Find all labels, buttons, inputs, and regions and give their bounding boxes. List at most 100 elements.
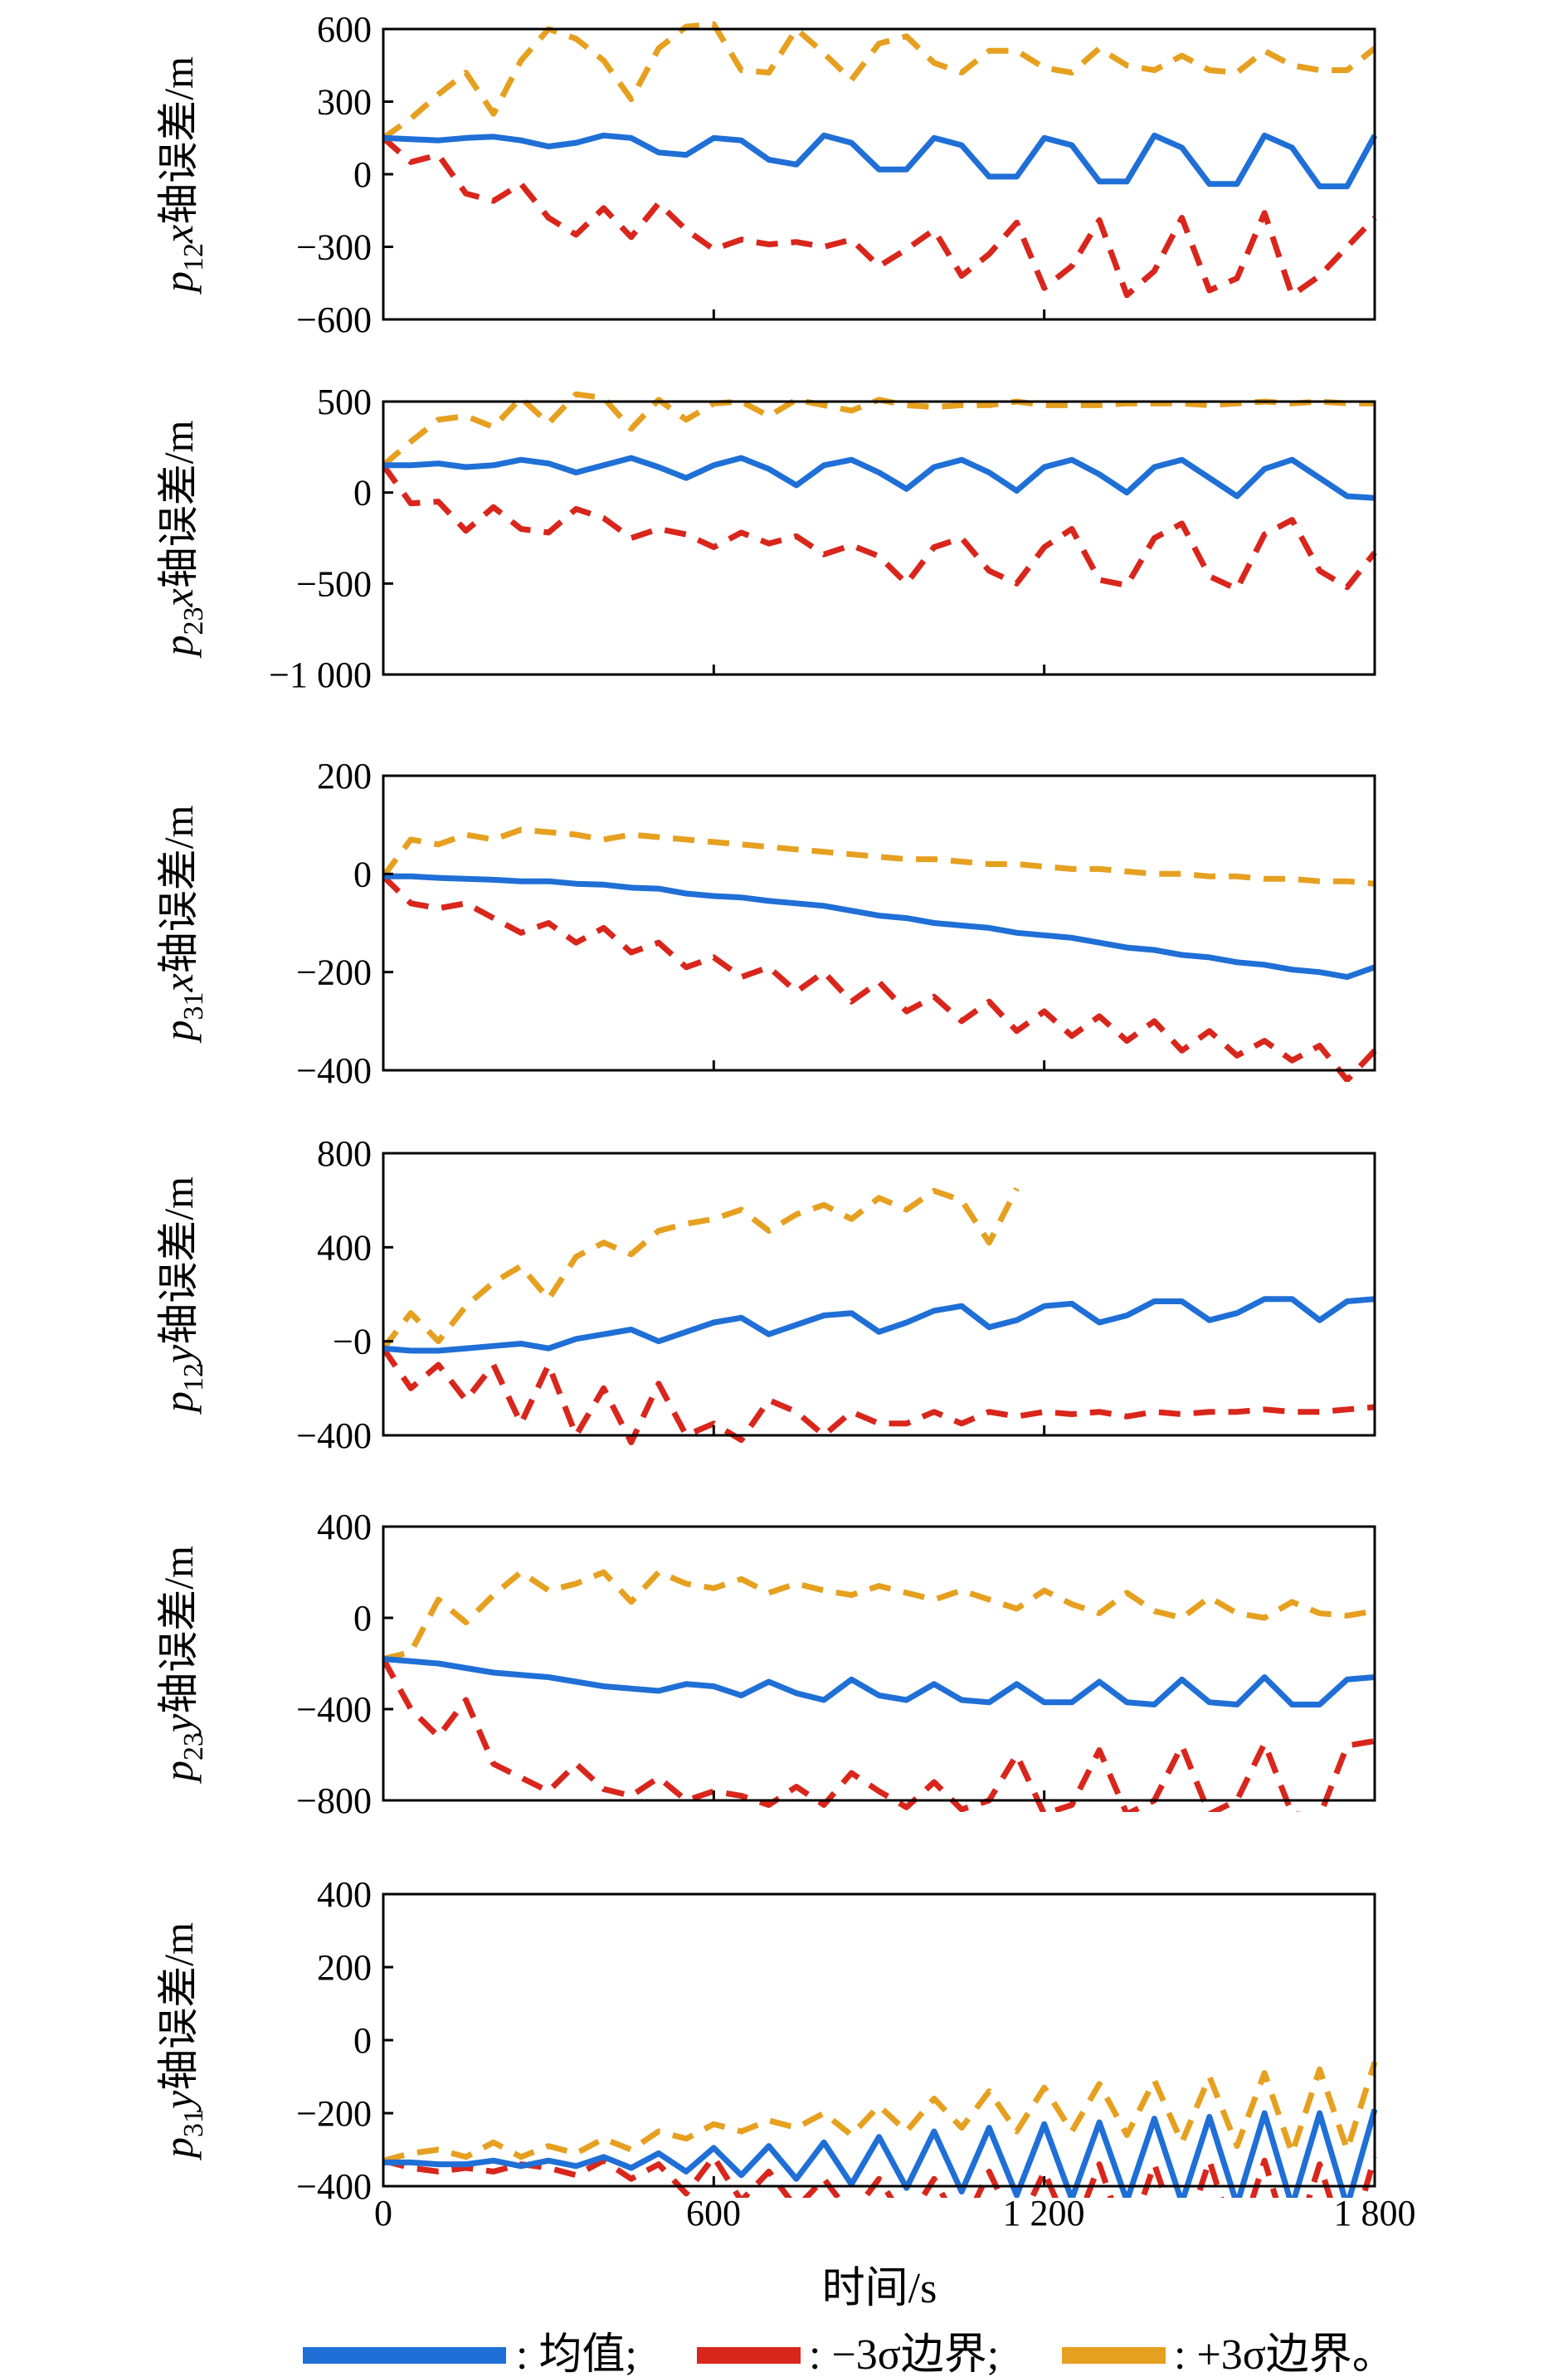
y-tick-label: −400 <box>296 1689 372 1730</box>
series-line-lower-3sigma <box>383 135 1377 299</box>
y-label-axis: x <box>155 973 202 992</box>
y-label-axis: y <box>155 1344 202 1367</box>
y-tick-label: −1 000 <box>269 655 372 695</box>
series-group <box>383 826 1377 1082</box>
y-tick-label: 0 <box>353 1598 372 1639</box>
y-tick-label: −0 <box>333 1322 372 1362</box>
y-label-subscript: 23 <box>178 1732 209 1761</box>
legend-label-mean: : 均值; <box>516 2331 637 2377</box>
plot-frame <box>382 1525 1376 1802</box>
series-line-upper-3sigma <box>383 1569 1376 1662</box>
x-tick-label: 1 200 <box>1003 2193 1085 2233</box>
y-label-tail: 轴误差/m <box>155 1922 202 2091</box>
series-line-lower-3sigma <box>383 874 1377 1082</box>
y-tick-label: 400 <box>317 1874 372 1915</box>
series-line-upper-3sigma <box>383 21 1377 141</box>
series-line-lower-3sigma <box>383 463 1377 592</box>
x-tick-labels: 0 600 1 200 1 800 <box>374 2193 1416 2233</box>
chart-panel-2: 500 0 −500 −1 000 p23x轴误差/m <box>155 382 1377 695</box>
y-label-subscript: 31 <box>178 992 209 1020</box>
y-tick-label: 0 <box>353 854 372 894</box>
plot-frame <box>382 774 1376 1072</box>
plot-frame <box>382 1152 1376 1437</box>
legend-swatch-lower <box>697 2347 801 2364</box>
y-tick-label: 600 <box>317 9 372 50</box>
y-tick-label: −400 <box>296 1050 372 1091</box>
y-tick-label: −200 <box>296 2093 372 2134</box>
y-tick-label: 0 <box>353 2020 372 2061</box>
series-group <box>383 1569 1376 1812</box>
y-tick-label: −800 <box>296 1780 372 1821</box>
series-line-mean <box>383 1296 1376 1354</box>
y-label-subscript: 31 <box>178 2109 209 2137</box>
series-line-mean <box>383 2108 1378 2198</box>
series-line-lower-3sigma <box>383 1657 1376 1812</box>
chart-panel-6: 400 200 0 −200 −400 p31y轴误差/m <box>155 1874 1378 2207</box>
legend-label-lower: : −3σ边界; <box>809 2331 999 2377</box>
y-label-tail: 轴误差/m <box>155 805 202 973</box>
series-line-mean <box>383 1656 1376 1707</box>
y-label-tail: 轴误差/m <box>155 1176 202 1345</box>
series-line-upper-3sigma <box>383 826 1376 887</box>
y-axis-label: p12y轴误差/m <box>155 1176 209 1415</box>
chart-panel-3: 200 0 −200 −400 p31x轴误差/m <box>155 756 1377 1091</box>
y-label-p: p <box>155 1761 202 1784</box>
y-tick-label: 500 <box>317 382 372 422</box>
y-tick-label: −600 <box>296 300 372 340</box>
series-group <box>383 1186 1376 1445</box>
series-line-upper-3sigma <box>383 2061 1378 2164</box>
y-label-axis: x <box>155 588 202 607</box>
x-tick-label: 0 <box>374 2193 392 2233</box>
series-line-mean <box>383 873 1376 981</box>
x-axis-label: 时间/s <box>822 2265 937 2312</box>
y-tick-label: 300 <box>317 82 372 123</box>
series-group <box>383 391 1377 592</box>
y-label-p: p <box>155 271 202 295</box>
y-tick-label: 0 <box>353 154 372 195</box>
y-tick-label: 200 <box>317 756 372 796</box>
series-group <box>383 2061 1378 2198</box>
legend-swatch-mean <box>303 2347 506 2364</box>
y-tick-label: −400 <box>296 1415 372 1456</box>
x-tick-label: 600 <box>686 2193 741 2233</box>
x-tick-label: 1 800 <box>1334 2193 1416 2233</box>
series-line-mean <box>383 132 1378 190</box>
chart-panel-4: 800 400 −0 −400 p12y轴误差/m <box>155 1133 1376 1456</box>
chart-panel-5: 400 0 −400 −800 p23y轴误差/m <box>155 1507 1376 1821</box>
legend-label-upper: : +3σ边界。 <box>1174 2331 1395 2377</box>
legend-swatch-upper <box>1062 2347 1166 2364</box>
y-label-tail: 轴误差/m <box>155 56 202 225</box>
legend: : 均值; : −3σ边界; : +3σ边界。 <box>303 2331 1395 2377</box>
y-label-tail: 轴误差/m <box>155 420 202 588</box>
y-label-axis: x <box>155 225 202 244</box>
y-tick-label: 400 <box>317 1227 372 1268</box>
y-label-p: p <box>155 2137 202 2160</box>
plot-frame <box>382 27 1376 321</box>
y-tick-label: −500 <box>296 563 372 604</box>
y-tick-label: 200 <box>317 1947 372 1988</box>
y-axis-label: p23y轴误差/m <box>155 1546 209 1784</box>
y-axis-label: p12x轴误差/m <box>155 56 209 295</box>
series-line-upper-3sigma <box>383 391 1375 468</box>
y-axis-label: p31y轴误差/m <box>155 1922 209 2160</box>
y-tick-label: 0 <box>353 473 372 514</box>
y-tick-label: −200 <box>296 952 372 993</box>
series-line-lower-3sigma <box>383 1347 1376 1445</box>
y-tick-label: 400 <box>317 1507 372 1547</box>
y-label-axis: y <box>155 1713 202 1736</box>
y-tick-label: −400 <box>296 2166 372 2207</box>
y-label-subscript: 12 <box>178 1363 209 1391</box>
y-label-subscript: 12 <box>178 243 209 271</box>
y-label-p: p <box>155 1391 202 1415</box>
y-axis-label: p23x轴误差/m <box>155 420 209 658</box>
y-label-p: p <box>155 1020 202 1044</box>
series-line-mean <box>383 455 1376 501</box>
y-tick-label: −300 <box>296 227 372 268</box>
chart-panel-1: 600 300 0 −300 −600 p12x轴误差/m <box>155 9 1378 340</box>
series-group <box>383 21 1378 299</box>
y-label-p: p <box>155 636 202 659</box>
y-tick-label: 800 <box>317 1133 372 1174</box>
y-axis-label: p31x轴误差/m <box>155 805 209 1043</box>
series-line-lower-3sigma <box>383 2154 1378 2198</box>
